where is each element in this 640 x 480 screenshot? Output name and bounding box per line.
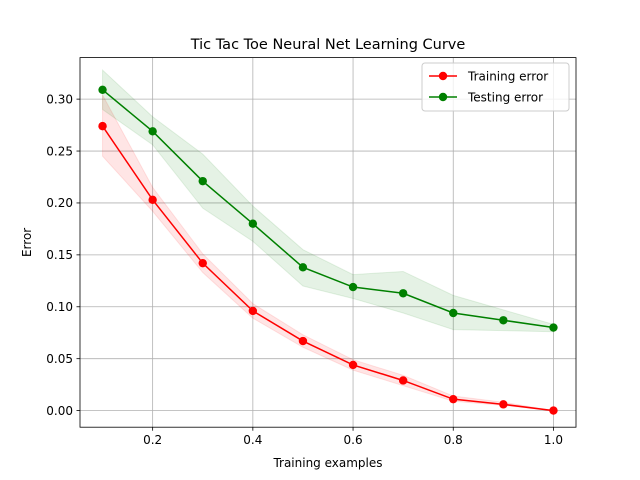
- x-axis-ticks: 0.2 0.4 0.6 0.8 1.0: [143, 427, 563, 447]
- legend-testing-error-marker: [438, 92, 448, 102]
- y-tick-label: 0.05: [46, 352, 73, 366]
- testing-error-point: [148, 127, 157, 136]
- training-error-point: [398, 376, 408, 385]
- testing-error-point: [198, 176, 207, 186]
- training-error-point: [449, 394, 458, 404]
- testing-error-line: [102, 89, 554, 329]
- testing-error-point: [449, 308, 458, 318]
- legend-testing-error-label: Testing error: [467, 90, 543, 104]
- legend-training-error-marker: [438, 71, 448, 81]
- series-points: [98, 85, 558, 415]
- y-axis-ticks: 0.00 0.05 0.10 0.15 0.20 0.25 0.30: [46, 92, 80, 418]
- x-tick-label: 0.6: [344, 433, 363, 447]
- chart-title: Tic Tac Toe Neural Net Learning Curve: [190, 37, 466, 53]
- training-error-line: [101, 125, 554, 412]
- training-error-point: [298, 336, 308, 346]
- x-tick-label: 0.2: [143, 433, 162, 447]
- training-error-point: [549, 406, 558, 415]
- legend: Training error Testing error: [421, 62, 570, 112]
- y-tick-label: 0.30: [46, 92, 73, 106]
- x-axis-label: Training examples: [272, 456, 382, 470]
- training-error-point: [248, 306, 258, 316]
- training-error-point: [198, 258, 207, 268]
- training-error-point: [499, 400, 508, 409]
- legend-box: [421, 62, 570, 112]
- testing-error-point: [499, 316, 508, 325]
- testing-error-point: [549, 323, 558, 332]
- y-tick-label: 0.10: [46, 300, 73, 314]
- plot-area: [80, 57, 576, 428]
- testing-error-point: [298, 263, 308, 272]
- y-tick-label: 0.00: [46, 404, 73, 418]
- testing-error-point: [98, 85, 107, 94]
- legend-training-error-label: Training error: [467, 69, 548, 83]
- grid-lines: [80, 57, 576, 428]
- testing-error-point: [248, 219, 258, 228]
- x-tick-label: 1.0: [544, 433, 563, 447]
- plot-frame: [79, 57, 577, 428]
- training-error-point: [98, 121, 107, 131]
- y-tick-label: 0.20: [46, 196, 73, 210]
- training-error-point: [348, 360, 358, 370]
- testing-error-point: [348, 282, 358, 292]
- testing-error-point: [398, 289, 408, 298]
- x-tick-label: 0.8: [444, 433, 463, 447]
- x-tick-label: 0.4: [243, 433, 262, 447]
- training-error-point: [148, 195, 157, 205]
- series-lines: [101, 89, 554, 412]
- y-tick-label: 0.15: [46, 248, 73, 262]
- y-tick-label: 0.25: [46, 144, 73, 158]
- y-axis-label: Error: [20, 228, 34, 257]
